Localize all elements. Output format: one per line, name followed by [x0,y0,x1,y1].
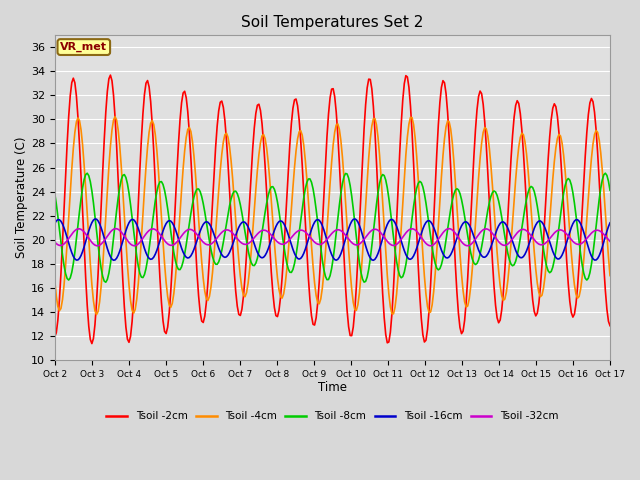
Tsoil -4cm [122,239,130,244]
Tsoil -4cm [606,273,614,278]
Tsoil -2cm [122,324,130,330]
Tsoil -4cm [297,128,305,133]
Line: Tsoil -32cm: Tsoil -32cm [55,228,610,246]
Line: Tsoil -2cm: Tsoil -2cm [55,75,610,344]
Tsoil -8cm [606,187,614,193]
Tsoil -4cm [247,249,255,255]
Tsoil -2cm [220,105,227,110]
Tsoil -4cm [111,114,119,120]
Line: Tsoil -16cm: Tsoil -16cm [55,219,610,260]
Tsoil -32cm [579,240,586,246]
Tsoil -4cm [220,139,227,145]
Tsoil -2cm [297,137,305,143]
Tsoil -16cm [119,238,127,244]
Tsoil -32cm [216,231,224,237]
Tsoil -2cm [606,323,614,329]
Tsoil -16cm [579,225,586,230]
Tsoil -2cm [51,334,59,339]
Tsoil -16cm [351,216,358,222]
Tsoil -32cm [294,228,301,234]
Tsoil -4cm [579,274,586,280]
Tsoil -8cm [295,230,303,236]
Tsoil -32cm [51,239,59,245]
Y-axis label: Soil Temperature (C): Soil Temperature (C) [15,137,28,258]
Tsoil -8cm [237,202,244,208]
Tsoil -8cm [102,279,109,285]
Legend: Tsoil -2cm, Tsoil -4cm, Tsoil -8cm, Tsoil -16cm, Tsoil -32cm: Tsoil -2cm, Tsoil -4cm, Tsoil -8cm, Tsoi… [102,407,563,426]
Tsoil -32cm [606,239,614,244]
Tsoil -32cm [244,241,252,247]
Tsoil -8cm [51,191,59,196]
Tsoil -2cm [579,208,586,214]
Tsoil -16cm [606,220,614,226]
Tsoil -16cm [294,255,301,261]
Tsoil -8cm [120,172,128,178]
Line: Tsoil -8cm: Tsoil -8cm [55,173,610,282]
Tsoil -32cm [427,243,435,249]
Tsoil -32cm [235,238,243,243]
Tsoil -4cm [51,277,59,283]
Tsoil -16cm [235,225,243,230]
Tsoil -2cm [238,306,246,312]
Tsoil -32cm [119,231,127,237]
Tsoil -16cm [51,221,59,227]
Tsoil -32cm [445,226,453,231]
Tsoil -8cm [246,254,253,260]
Tsoil -16cm [369,257,377,263]
Title: Soil Temperatures Set 2: Soil Temperatures Set 2 [241,15,424,30]
Tsoil -16cm [216,249,224,255]
Tsoil -8cm [602,170,609,176]
Tsoil -8cm [577,251,584,257]
Line: Tsoil -4cm: Tsoil -4cm [55,117,610,314]
Tsoil -2cm [107,72,115,78]
Text: VR_met: VR_met [60,42,108,52]
Tsoil -4cm [93,312,100,317]
Tsoil -4cm [238,286,246,291]
Tsoil -8cm [218,248,226,253]
Tsoil -2cm [247,170,255,176]
X-axis label: Time: Time [318,381,347,394]
Tsoil -16cm [244,224,252,230]
Tsoil -2cm [88,341,96,347]
